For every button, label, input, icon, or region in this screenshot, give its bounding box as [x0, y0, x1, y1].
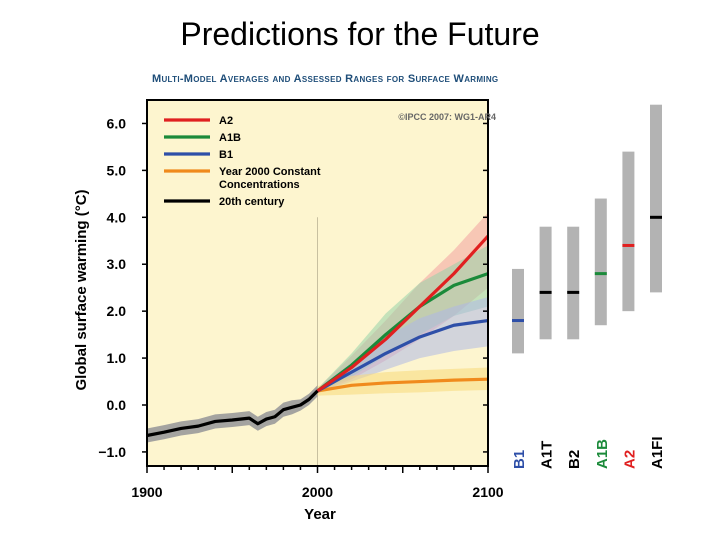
y-tick-label: 4.0	[107, 209, 127, 225]
y-tick-label: 0.0	[107, 397, 127, 413]
y-tick-label: 1.0	[107, 350, 127, 366]
y-tick-label: 5.0	[107, 162, 127, 178]
legend-label-b1: B1	[219, 149, 233, 161]
range-label-b1: B1	[511, 450, 528, 469]
range-label-a1t: A1T	[539, 441, 556, 469]
x-tick-label: 2100	[472, 484, 503, 500]
slide-title: Predictions for the Future	[180, 16, 540, 52]
x-axis-label: Year	[304, 506, 336, 523]
chart-subtitle: Multi-Model Averages and Assessed Ranges…	[152, 73, 499, 85]
y-tick-label: 2.0	[107, 303, 127, 319]
y-tick-label: 3.0	[107, 256, 127, 272]
range-label-b2: B2	[566, 450, 583, 469]
legend-label-year-2000-constant-concentrations: Year 2000 Constant	[219, 166, 321, 178]
y-axis-label: Global surface warming (°C)	[73, 189, 90, 390]
legend-label-20th-century: 20th century	[219, 196, 285, 208]
legend-label-year-2000-constant-concentrations: Concentrations	[219, 179, 300, 191]
legend-label-a2: A2	[219, 115, 233, 127]
line-b1	[316, 318, 489, 393]
axes: 6.0 5.0 4.0 3.0 2.0 1.0 0.0 −1.0 1900 2000 2100	[98, 115, 503, 500]
line-20th-century	[146, 389, 319, 438]
range-bar-b1	[512, 268, 524, 354]
range-label-a1b: A1B	[594, 439, 611, 469]
line-year-2000-constant-concentrations	[317, 377, 489, 393]
line-a1b	[316, 272, 489, 393]
range-bar-a1t	[539, 226, 552, 340]
range-bar-a1b	[594, 198, 607, 326]
y-tick-label: 6.0	[107, 115, 127, 131]
range-bar-b2	[567, 226, 580, 340]
x-tick-label: 2000	[302, 484, 333, 500]
legend-label-a1b: A1B	[219, 132, 241, 144]
y-tick-label: −1.0	[98, 444, 126, 460]
x-tick-label: 1900	[131, 484, 162, 500]
line-a2	[316, 235, 490, 393]
copyright-label: ©IPCC 2007: WG1-AR4	[398, 112, 496, 122]
series-lines	[146, 235, 490, 438]
range-bar-a2	[622, 151, 635, 312]
range-bar-a1fi	[650, 104, 662, 293]
likely-ranges-panel: B1 A1T B2 A1B A2 A1FI	[511, 104, 666, 469]
range-label-a2: A2	[621, 450, 638, 469]
range-label-a1fi: A1FI	[649, 436, 666, 469]
